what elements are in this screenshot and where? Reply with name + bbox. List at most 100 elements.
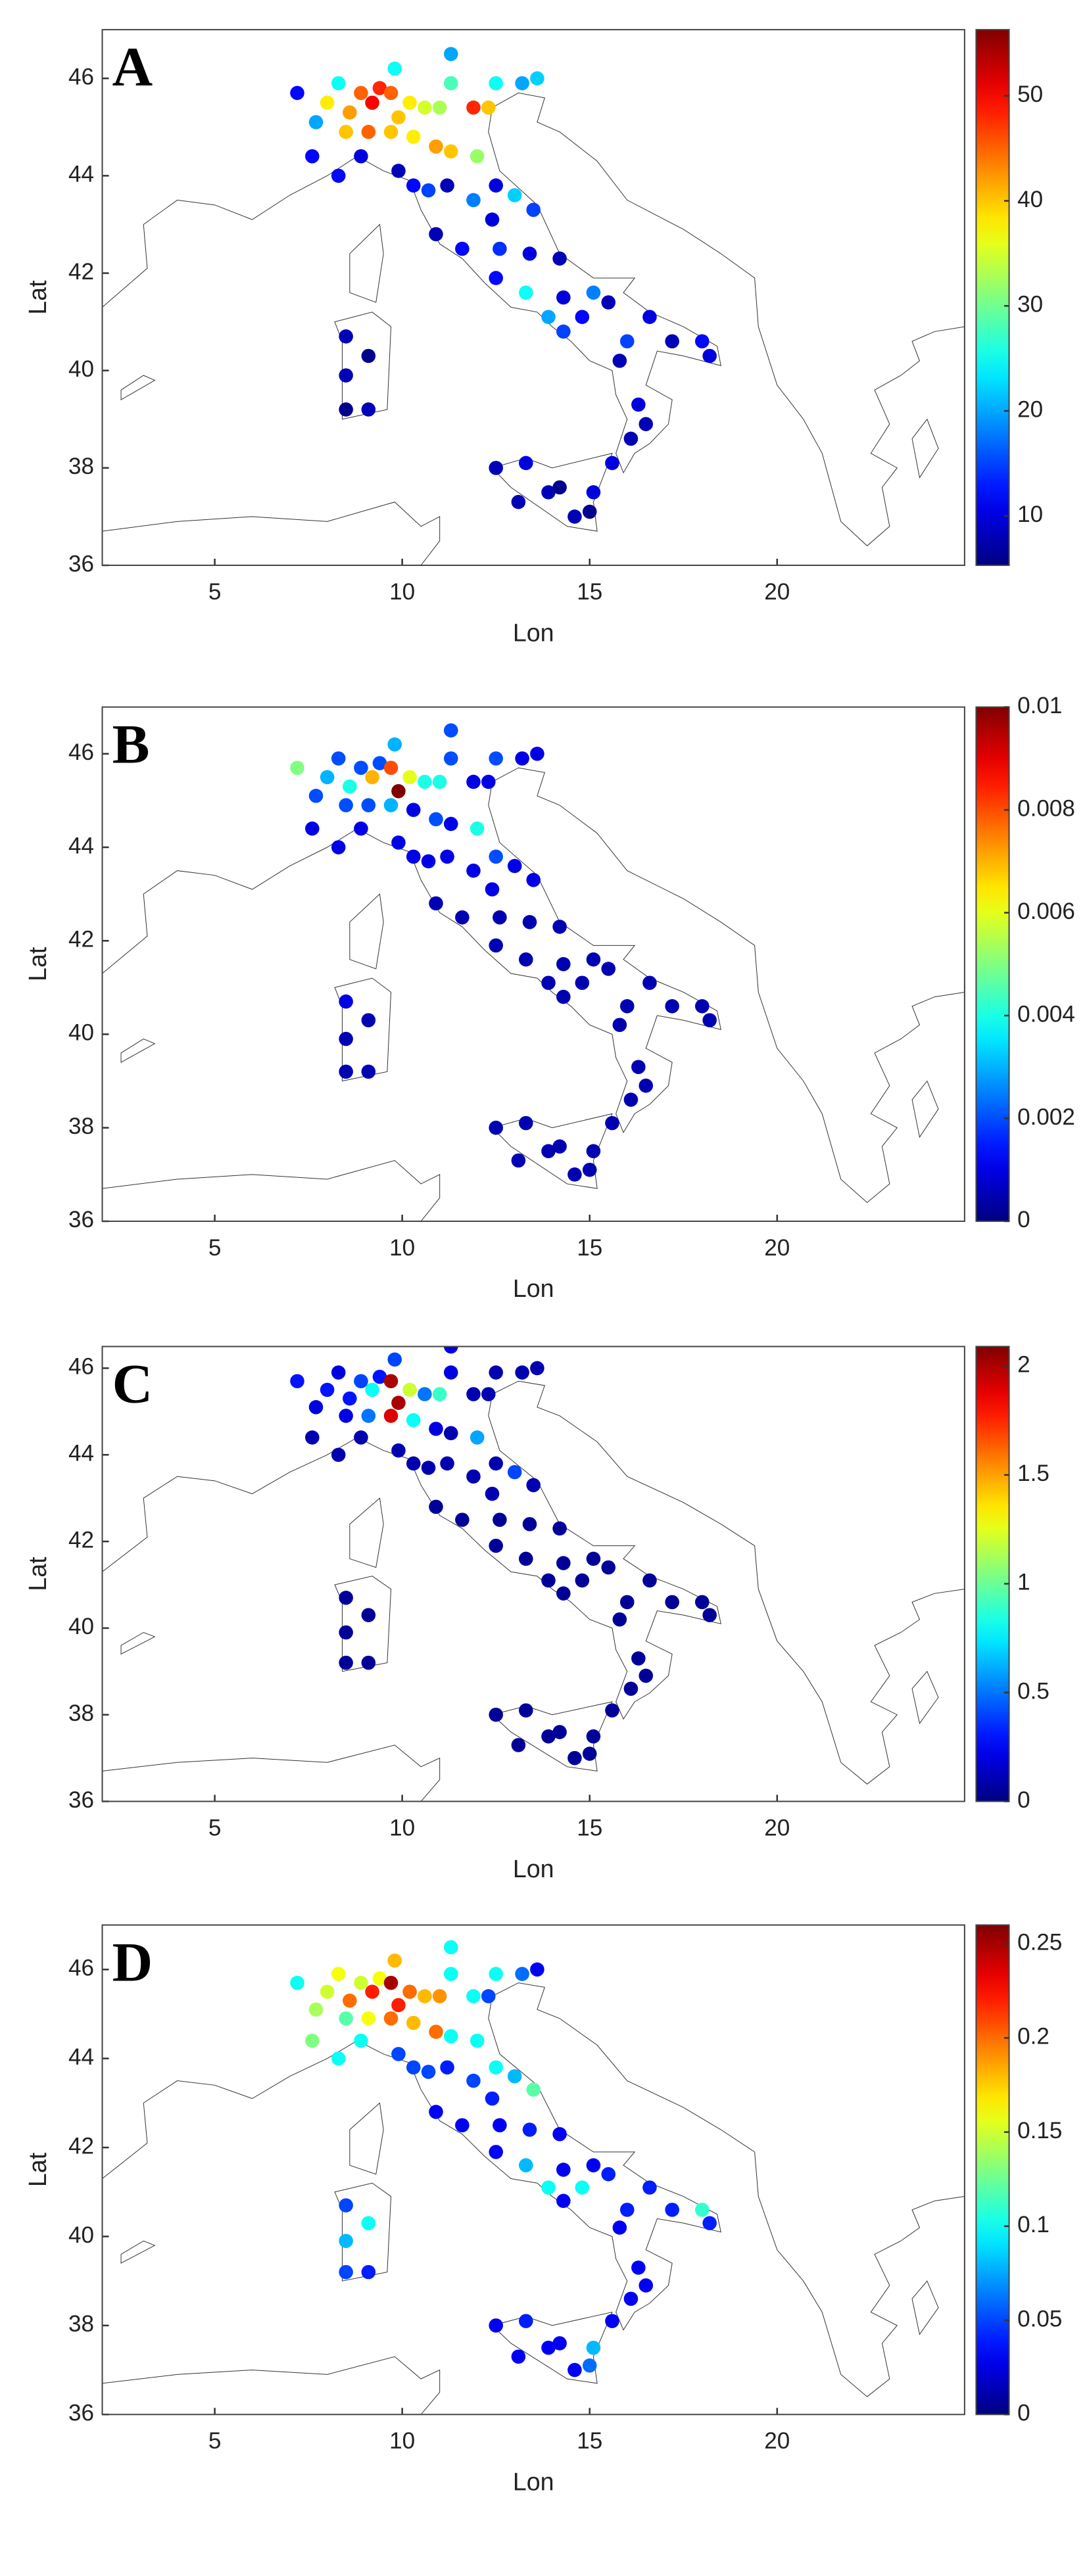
colorbar-tick-label: 2 <box>1017 1352 1030 1378</box>
station-dot <box>421 183 436 198</box>
station-dot <box>567 2362 582 2377</box>
station-dot <box>541 485 556 500</box>
plot-area <box>102 1925 965 2415</box>
station-dot <box>552 480 567 495</box>
station-dot <box>556 324 571 339</box>
y-tick-label: 38 <box>68 1113 94 1139</box>
y-tick-label: 38 <box>68 454 94 479</box>
x-tick-label: 15 <box>577 1815 602 1840</box>
station-dot <box>530 1361 544 1376</box>
colorbar-tick-label: 40 <box>1017 187 1043 212</box>
station-dot <box>552 251 567 266</box>
station-dot <box>642 975 657 991</box>
station-dot <box>418 774 432 789</box>
station-dot <box>339 1064 353 1079</box>
station-dot <box>619 1595 635 1610</box>
station-dot <box>354 761 368 775</box>
station-dot <box>519 2314 533 2328</box>
station-dot <box>639 1078 654 1093</box>
x-tick-label: 20 <box>764 579 790 605</box>
colorbar-tick-label: 1.5 <box>1017 1461 1049 1486</box>
station-dot <box>339 1655 353 1670</box>
station-dot <box>443 1346 458 1354</box>
station-dot <box>619 334 635 349</box>
station-dot <box>541 2180 556 2195</box>
station-dot <box>372 1369 387 1384</box>
station-dot <box>391 1443 406 1458</box>
station-dot <box>489 1120 503 1135</box>
station-dot <box>443 816 458 831</box>
colorbar-tick-label: 30 <box>1017 292 1043 317</box>
station-dot <box>552 2336 567 2351</box>
station-dot <box>493 1512 507 1527</box>
station-dot <box>305 2033 320 2048</box>
station-dot <box>519 285 533 300</box>
station-dot <box>485 1486 500 1501</box>
y-axis-label: Lat <box>24 280 51 315</box>
station-dot <box>383 85 398 101</box>
station-dot <box>432 1989 447 2003</box>
station-dot <box>582 504 597 519</box>
station-dot <box>466 1387 481 1401</box>
station-dot <box>406 129 421 144</box>
station-dot <box>354 1430 368 1445</box>
station-dot <box>443 1365 458 1380</box>
station-dot <box>556 2163 571 2177</box>
y-tick-label: 46 <box>68 1955 94 1981</box>
y-tick-label: 44 <box>68 2044 94 2070</box>
station-dot <box>586 952 601 967</box>
station-dot <box>489 461 503 475</box>
station-dot <box>507 858 522 874</box>
station-dot <box>339 1031 353 1046</box>
station-dot <box>339 1409 353 1423</box>
colorbar-tick-label: 0.1 <box>1017 2212 1049 2237</box>
colorbar <box>975 706 1010 1222</box>
station-dot <box>694 999 710 1014</box>
station-dot <box>354 821 368 836</box>
station-dot <box>605 2314 619 2328</box>
colorbar-tick-label: 0.004 <box>1017 1001 1075 1027</box>
station-dot <box>639 1668 654 1683</box>
station-dot <box>443 144 458 159</box>
station-dot <box>383 124 398 139</box>
station-dot <box>586 285 601 300</box>
x-axis-label: Lon <box>513 619 554 646</box>
station-dot <box>493 241 507 256</box>
station-dot <box>511 2349 526 2364</box>
station-dot <box>586 1729 601 1744</box>
x-tick-label: 20 <box>764 1235 790 1261</box>
y-tick-label: 46 <box>68 1354 94 1380</box>
y-tick-label: 46 <box>68 64 94 89</box>
station-dot <box>290 85 304 101</box>
station-dot <box>383 798 398 812</box>
station-dot <box>582 1162 597 1177</box>
plot-frame <box>101 1346 965 1802</box>
x-tick-label: 10 <box>389 1235 415 1261</box>
station-dot <box>601 2166 616 2182</box>
station-dot <box>343 779 357 794</box>
station-dot <box>443 2029 458 2044</box>
station-dot <box>455 241 470 256</box>
station-dot <box>507 2069 522 2084</box>
station-dot <box>601 962 616 976</box>
station-dot <box>489 178 503 193</box>
station-dot <box>343 1391 357 1406</box>
station-dot <box>402 1984 417 1999</box>
station-dot <box>556 1556 571 1570</box>
station-dot <box>402 1382 417 1397</box>
station-dot <box>575 975 590 991</box>
station-dot <box>481 1387 496 1401</box>
y-axis-label: Lat <box>24 1557 51 1591</box>
station-dot <box>556 1586 571 1601</box>
panel-label: B <box>112 713 150 775</box>
station-dot <box>466 193 481 208</box>
station-dot <box>421 1461 436 1475</box>
station-dot <box>586 485 601 500</box>
x-axis-label: Lon <box>513 2468 554 2496</box>
station-dot <box>511 1738 526 1752</box>
station-dot <box>665 1595 679 1610</box>
station-dot <box>305 821 320 836</box>
station-dot <box>481 100 496 115</box>
station-dot <box>391 110 406 125</box>
station-dot <box>489 2060 503 2075</box>
